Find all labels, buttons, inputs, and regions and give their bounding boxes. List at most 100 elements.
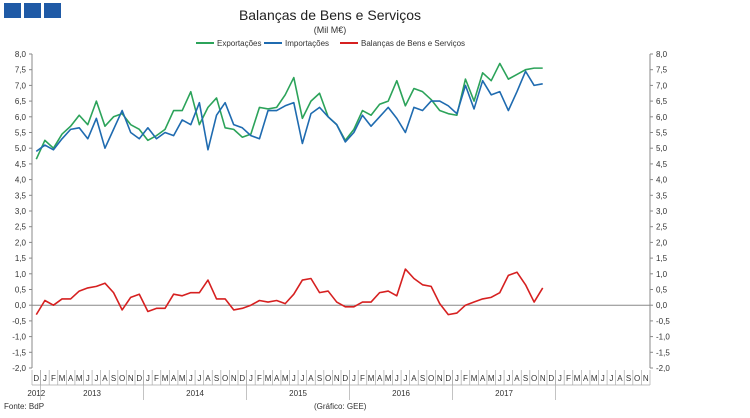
y-tick-label-right: 4,5 (656, 160, 668, 169)
x-tick-label: M (471, 374, 478, 383)
chart-legend: Exportações Importações Balanças de Bens e… (196, 39, 465, 48)
x-tick-label: J (249, 374, 253, 383)
x-tick-label: A (274, 374, 280, 383)
x-tick-label: M (591, 374, 598, 383)
x-tick-label: O (428, 374, 434, 383)
x-tick-label: S (111, 374, 116, 383)
x-tick-label: N (540, 374, 546, 383)
x-tick-label: J (189, 374, 193, 383)
series-line (35, 70, 543, 152)
x-tick-label: M (368, 374, 375, 383)
x-tick-label: D (445, 374, 451, 383)
legend-label: Exportações (217, 39, 261, 48)
x-tick-label: J (197, 374, 201, 383)
x-tick-label: A (308, 374, 314, 383)
y-tick-label-left: 4,5 (15, 160, 27, 169)
brand-block-icon (24, 3, 41, 18)
x-tick-label: S (214, 374, 219, 383)
y-tick-label-left: 1,5 (15, 254, 27, 263)
x-tick-label: J (292, 374, 296, 383)
x-tick-label: D (33, 374, 39, 383)
x-tick-label: O (222, 374, 228, 383)
year-label: 2012 (27, 389, 45, 398)
y-tick-label-left: 0,5 (15, 286, 27, 295)
year-label: 2014 (186, 389, 204, 398)
y-tick-label-left: 6,5 (15, 97, 27, 106)
x-tick-label: S (420, 374, 425, 383)
x-tick-label: A (68, 374, 74, 383)
x-tick-label: A (102, 374, 108, 383)
y-tick-label-left: 3,5 (15, 191, 27, 200)
x-tick-label: F (51, 374, 56, 383)
x-tick-label: J (300, 374, 304, 383)
x-tick-label: S (626, 374, 631, 383)
y-tick-label-right: -0,5 (656, 317, 670, 326)
x-tick-label: J (609, 374, 613, 383)
x-tick-label: S (523, 374, 528, 383)
x-tick-label: M (162, 374, 169, 383)
x-tick-label: D (342, 374, 348, 383)
x-tick-label: M (59, 374, 66, 383)
x-tick-label: J (601, 374, 605, 383)
x-tick-label: A (205, 374, 211, 383)
x-tick-label: O (325, 374, 331, 383)
y-tick-label-right: 5,5 (656, 129, 668, 138)
brand-block-icon (4, 3, 21, 18)
x-tick-label: M (574, 374, 581, 383)
y-tick-label-left: 3,0 (15, 207, 27, 216)
x-tick-label: J (403, 374, 407, 383)
y-tick-label-left: 2,0 (15, 238, 27, 247)
brand-blocks (4, 3, 61, 18)
x-tick-label: A (514, 374, 520, 383)
x-tick-label: N (437, 374, 443, 383)
x-tick-label: J (146, 374, 150, 383)
x-tick-label: J (395, 374, 399, 383)
x-tick-label: N (128, 374, 134, 383)
y-tick-label-right: 5,0 (656, 144, 668, 153)
x-tick-label: N (643, 374, 649, 383)
y-tick-label-left: 4,0 (15, 176, 27, 185)
y-tick-label-right: 4,0 (656, 176, 668, 185)
y-tick-label-left: 2,5 (15, 223, 27, 232)
x-tick-label: O (119, 374, 125, 383)
y-tick-label-left: 5,0 (15, 144, 27, 153)
x-tick-label: J (43, 374, 47, 383)
y-tick-label-right: -1,5 (656, 348, 670, 357)
x-tick-label: M (265, 374, 272, 383)
footer-credit: (Gráfico: GEE) (314, 402, 367, 411)
y-tick-label-right: 1,0 (656, 270, 668, 279)
x-tick-label: A (171, 374, 177, 383)
x-tick-label: A (617, 374, 623, 383)
y-tick-label-right: 3,5 (656, 191, 668, 200)
y-tick-label-left: 6,0 (15, 113, 27, 122)
year-label: 2017 (495, 389, 513, 398)
y-tick-label-left: -2,0 (12, 364, 26, 373)
y-tick-label-right: 2,5 (656, 223, 668, 232)
y-tick-label-right: 0,0 (656, 301, 668, 310)
x-tick-label: D (239, 374, 245, 383)
x-tick-label: A (480, 374, 486, 383)
chart-axes: -2,0 -2,0 -1,5 -1,5 -1,0 -1,0 -0,5 -0,5 0,0 0,0 0,… (12, 50, 670, 400)
chart-subtitle: (Mil M€) (314, 25, 347, 35)
year-label: 2016 (392, 389, 410, 398)
series-lines (35, 62, 544, 316)
chart-title: Balanças de Bens e Serviços (239, 7, 421, 23)
y-tick-label-right: -1,0 (656, 333, 670, 342)
legend-label: Balanças de Bens e Serviços (361, 39, 465, 48)
x-tick-label: F (463, 374, 468, 383)
x-tick-label: D (548, 374, 554, 383)
y-tick-label-right: 0,5 (656, 286, 668, 295)
x-tick-label: M (282, 374, 289, 383)
y-tick-label-left: 5,5 (15, 129, 27, 138)
x-tick-label: M (179, 374, 186, 383)
legend-label: Importações (285, 39, 329, 48)
x-tick-label: A (411, 374, 417, 383)
series-line (35, 268, 544, 316)
x-tick-label: F (257, 374, 262, 383)
x-tick-label: J (506, 374, 510, 383)
y-tick-label-left: 1,0 (15, 270, 27, 279)
series-line (35, 62, 543, 160)
y-tick-label-right: -2,0 (656, 364, 670, 373)
x-tick-label: J (94, 374, 98, 383)
y-tick-label-left: -1,0 (12, 333, 26, 342)
